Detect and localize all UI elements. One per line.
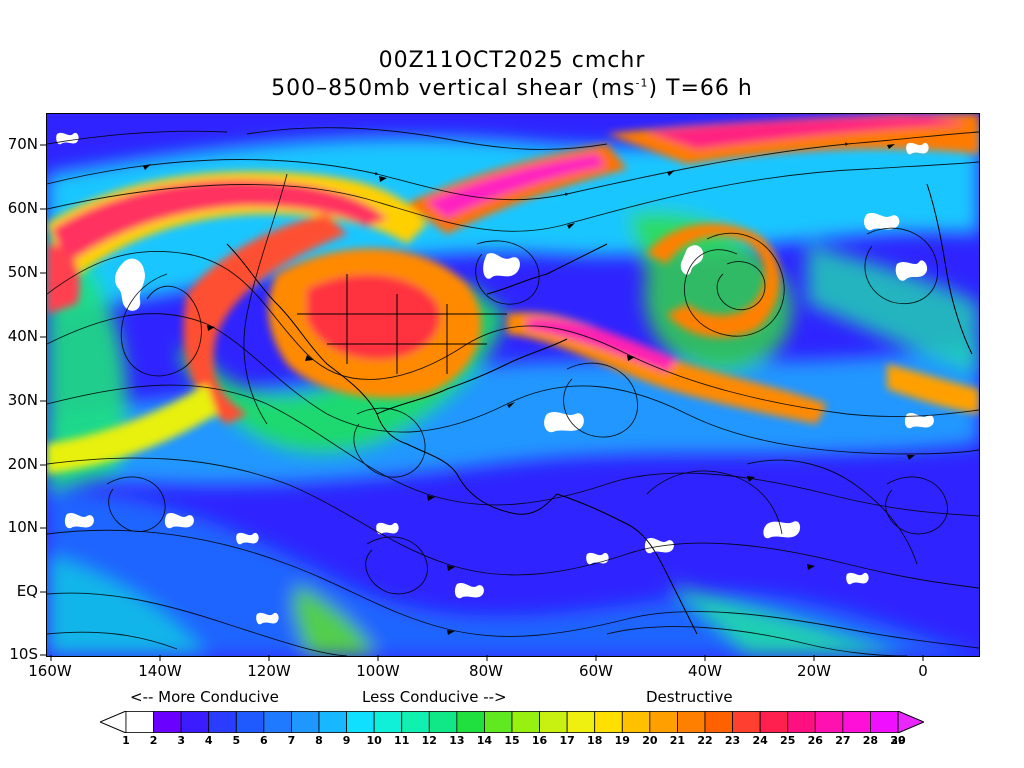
shear-map [46,113,980,657]
colorbar-label: 13 [449,734,465,747]
colorbar-box [539,711,568,733]
colorbar-label: 2 [149,734,158,747]
colorbar-label: 19 [614,734,630,747]
colorbar-label: 4 [204,734,213,747]
colorbar-label: 26 [807,734,823,747]
colorbar-label: 15 [504,734,520,747]
colorbar-box [511,711,540,733]
lat-label-70n: 70N [7,135,38,153]
colorbar-over-triangle [897,711,924,733]
colorbar-label: 22 [697,734,713,747]
colorbar-label: 11 [394,734,410,747]
colorbar-box [842,711,871,733]
lon-label-0: 0 [918,662,928,680]
colorbar-box [346,711,375,733]
lon-label-160w: 160W [28,662,72,680]
colorbar-label: 21 [669,734,686,747]
colorbar-box [263,711,292,733]
colorbar-label: 23 [724,734,741,747]
colorbar-label: 28 [862,734,879,747]
lat-label-10n: 10N [7,518,38,536]
note-more-conducive: <-- More Conducive [130,688,279,706]
lat-label-30n: 30N [7,391,38,409]
colorbar-box [704,711,733,733]
lon-label-120w: 120W [247,662,291,680]
lon-label-40w: 40W [688,662,722,680]
lat-label-60n: 60N [7,199,38,217]
colorbar-label: 8 [315,734,323,747]
lon-label-140w: 140W [138,662,182,680]
title-line-2: 500–850mb vertical shear (ms-1) T=66 h [0,76,1024,101]
shear-field [47,114,979,656]
title-line-1: 00Z11OCT2025 cmchr [378,48,646,73]
colorbar-label: 5 [232,734,241,747]
colorbar-box [456,711,485,733]
colorbar-box [732,711,761,733]
colorbar-box [291,711,320,733]
colorbar-label: 3 [177,734,185,747]
colorbar-box [787,711,816,733]
colorbar-label: 30 [890,734,906,747]
colorbar-box [208,711,237,733]
colorbar-box [153,711,182,733]
colorbar-label: 12 [421,734,437,747]
colorbar-box [484,711,513,733]
colorbar-box [814,711,844,733]
colorbar-label: 18 [587,734,603,747]
lon-label-60w: 60W [579,662,613,680]
title-main: 500–850mb vertical shear (ms [271,76,636,101]
colorbar-label: 6 [260,734,268,747]
note-less-conducive: Less Conducive --> [362,688,507,706]
colorbar-label: 27 [835,734,851,747]
colorbar-box [373,711,403,733]
colorbar [100,711,924,733]
note-destructive: Destructive [646,688,733,706]
lat-label-20n: 20N [7,455,38,473]
colorbar-box [318,711,347,733]
title-tail: ) T=66 h [648,76,753,101]
colorbar-box [125,711,154,733]
colorbar-label: 29 [890,734,906,747]
lat-label-10s: 10S [9,645,38,663]
colorbar-box [759,711,789,733]
colorbar-box [677,711,706,733]
title-unit-superscript: -1 [635,76,649,90]
colorbar-label: 20 [642,734,658,747]
colorbar-under-triangle [100,711,127,733]
colorbar-box [180,711,210,733]
lon-label-80w: 80W [469,662,503,680]
colorbar-label: 16 [531,734,548,747]
colorbar-box [621,711,651,733]
colorbar-label: 24 [752,734,768,747]
colorbar-box [870,711,899,733]
colorbar-label: 17 [559,734,575,747]
colorbar-label: 14 [476,734,493,747]
lat-label-40n: 40N [7,327,38,345]
lat-label-eq: EQ [16,582,38,600]
colorbar-label: 1 [122,734,130,747]
colorbar-label: 9 [342,734,351,747]
colorbar-box [401,711,430,733]
colorbar-label: 7 [287,734,296,747]
lon-label-100w: 100W [356,662,400,680]
colorbar-box [428,711,458,733]
colorbar-box [649,711,678,733]
colorbar-box [235,711,265,733]
lat-label-50n: 50N [7,263,38,281]
colorbar-label: 25 [780,734,796,747]
colorbar-box [594,711,623,733]
colorbar-label: 10 [366,734,382,747]
colorbar-box [566,711,596,733]
lon-label-20w: 20W [797,662,831,680]
